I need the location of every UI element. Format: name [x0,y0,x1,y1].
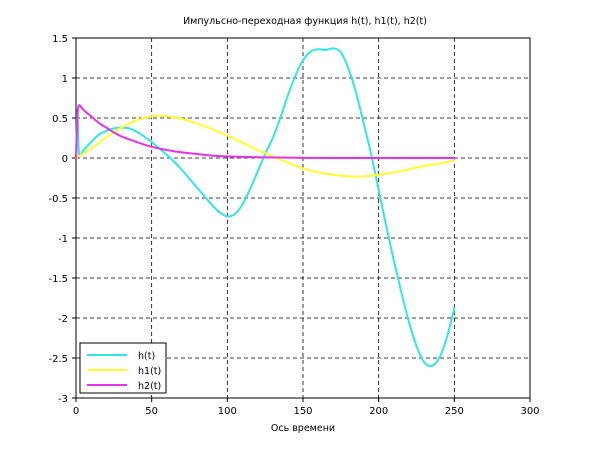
x-tick-label: 250 [445,406,464,417]
plot-area [75,47,456,368]
legend-label-2: h1(t) [138,366,161,377]
x-tick-label: 300 [520,406,539,417]
legend-label-1: h(t) [138,351,155,362]
y-tick-label: -0.5 [48,194,68,205]
axes [72,37,531,402]
x-axis-label: Ось времени [271,423,335,434]
series-line-2 [75,114,456,178]
tick-labels: 0 50 100 150 200 250 300 1.5 1 0.5 0 -0.5 -1 -1.5 -2 -2… [48,34,539,417]
y-tick-label: -1.5 [48,274,68,285]
y-tick-label: 1.5 [52,34,68,45]
x-tick-label: 0 [73,406,79,417]
x-tick-label: 200 [369,406,388,417]
chart-title: Импульсно-переходная функция h(t), h1(t)… [183,16,427,27]
y-tick-label: -2 [58,314,68,325]
series-line-3 [75,104,456,160]
x-tick-label: 100 [218,406,237,417]
x-tick-label: 50 [145,406,158,417]
x-tick-label: 150 [293,406,312,417]
y-tick-label: 0.5 [52,114,68,125]
legend: h(t) h1(t) h2(t) [79,342,167,394]
series-line-1 [75,47,456,368]
y-tick-label: -2.5 [48,354,68,365]
y-tick-label: -3 [58,394,68,405]
y-tick-label: -1 [58,234,68,245]
y-tick-label: 0 [62,154,68,165]
legend-label-3: h2(t) [138,381,161,392]
y-tick-label: 1 [62,74,68,85]
